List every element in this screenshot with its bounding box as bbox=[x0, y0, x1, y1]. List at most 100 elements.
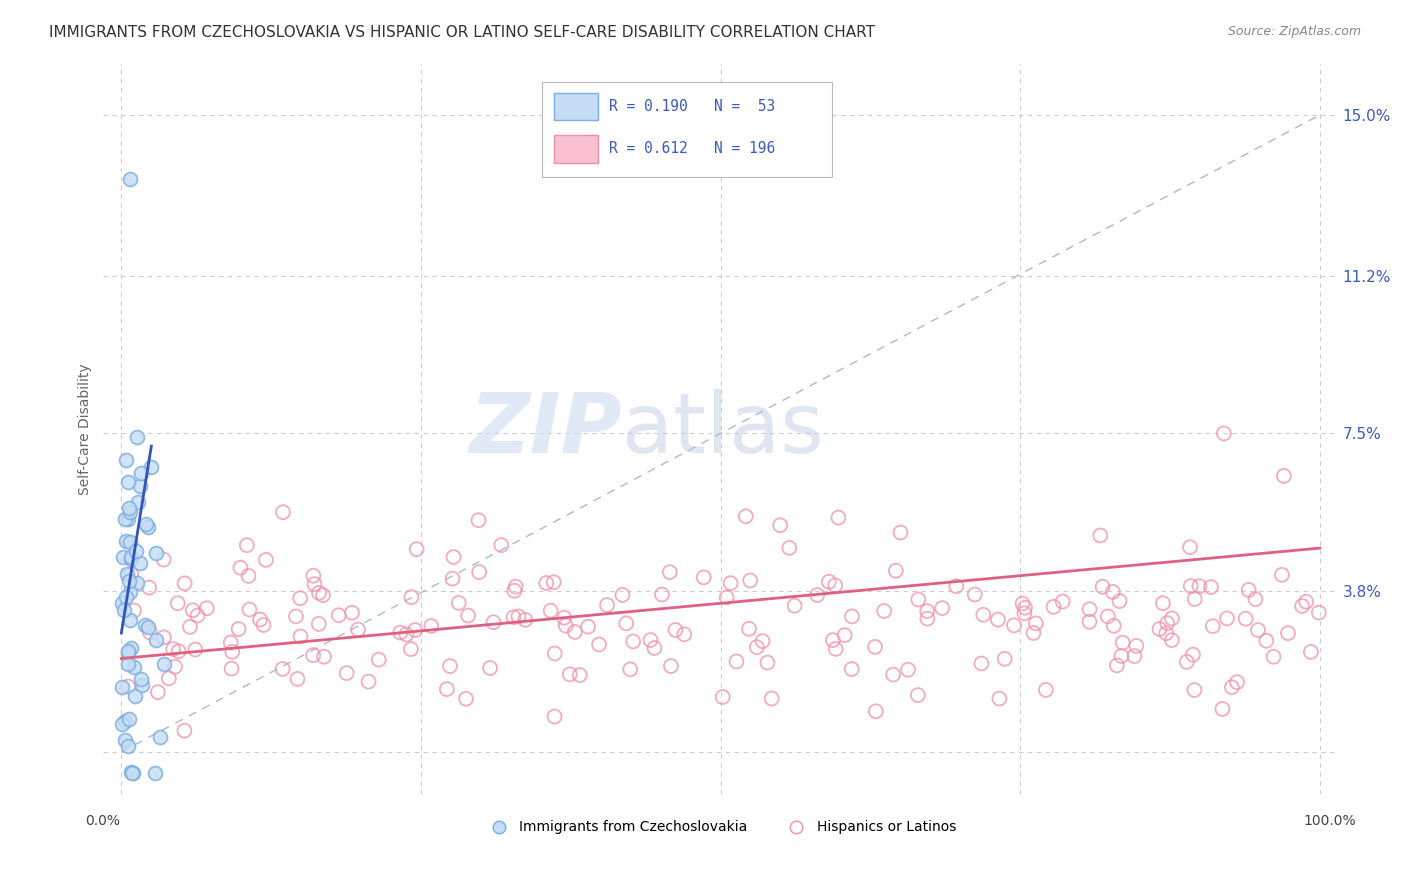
Point bbox=[457, 608, 479, 623]
Point bbox=[482, 615, 505, 630]
FancyBboxPatch shape bbox=[554, 93, 599, 120]
Point bbox=[479, 661, 502, 675]
Point bbox=[420, 619, 443, 633]
Point bbox=[543, 709, 565, 723]
Text: atlas: atlas bbox=[621, 389, 824, 470]
Point bbox=[558, 667, 581, 681]
Point bbox=[664, 623, 686, 637]
Point bbox=[120, 764, 142, 779]
Point bbox=[619, 662, 641, 676]
Point bbox=[734, 509, 756, 524]
Point bbox=[907, 592, 929, 607]
Point bbox=[931, 601, 953, 615]
Point bbox=[740, 574, 762, 588]
Point bbox=[1011, 597, 1033, 611]
Point bbox=[357, 674, 380, 689]
Point bbox=[115, 590, 138, 604]
Point bbox=[1211, 702, 1233, 716]
Point bbox=[405, 542, 427, 557]
Point bbox=[238, 569, 260, 583]
Point bbox=[1199, 580, 1222, 594]
Point bbox=[112, 603, 135, 617]
Point bbox=[1035, 682, 1057, 697]
Point bbox=[304, 577, 326, 591]
Point bbox=[1149, 622, 1171, 636]
Point bbox=[673, 627, 696, 641]
Point bbox=[179, 620, 201, 634]
Point bbox=[120, 641, 142, 656]
Point bbox=[152, 552, 174, 566]
Point bbox=[1178, 540, 1201, 554]
Point bbox=[1272, 469, 1295, 483]
Point bbox=[112, 550, 135, 565]
Point bbox=[692, 570, 714, 584]
Point bbox=[821, 633, 844, 648]
Point bbox=[564, 624, 586, 639]
Point bbox=[136, 620, 159, 634]
Point bbox=[228, 622, 250, 636]
Point bbox=[1244, 592, 1267, 607]
Point bbox=[115, 566, 138, 581]
Point bbox=[1161, 611, 1184, 625]
Point bbox=[447, 596, 470, 610]
Text: 100.0%: 100.0% bbox=[1303, 814, 1357, 828]
Point bbox=[219, 635, 242, 649]
Point bbox=[778, 541, 800, 555]
Point bbox=[915, 604, 938, 618]
Point bbox=[290, 591, 312, 606]
Point bbox=[1108, 594, 1130, 608]
Point bbox=[114, 732, 136, 747]
Point bbox=[328, 608, 350, 623]
Point bbox=[404, 623, 426, 637]
Point bbox=[873, 604, 896, 618]
Point bbox=[1181, 648, 1204, 662]
Point bbox=[783, 599, 806, 613]
Point bbox=[972, 607, 994, 622]
Point bbox=[153, 630, 176, 644]
Point bbox=[824, 642, 846, 657]
Point bbox=[1156, 616, 1178, 631]
Point bbox=[117, 680, 139, 694]
Point bbox=[146, 685, 169, 699]
Point bbox=[139, 625, 162, 640]
Point bbox=[827, 510, 849, 524]
Point bbox=[1175, 655, 1198, 669]
Point bbox=[841, 662, 863, 676]
Point bbox=[336, 666, 359, 681]
Point bbox=[181, 603, 204, 617]
Point bbox=[863, 640, 886, 654]
Point bbox=[640, 632, 662, 647]
Point bbox=[970, 657, 993, 671]
Point bbox=[751, 634, 773, 648]
Point bbox=[738, 622, 761, 636]
Point bbox=[138, 581, 160, 595]
Point bbox=[229, 560, 252, 574]
Point bbox=[1182, 683, 1205, 698]
Point bbox=[118, 505, 141, 519]
Point bbox=[401, 590, 423, 604]
Point bbox=[153, 657, 176, 671]
Point bbox=[508, 609, 530, 624]
Point bbox=[468, 565, 491, 579]
Point bbox=[1247, 623, 1270, 637]
Point bbox=[769, 518, 792, 533]
Point bbox=[1295, 595, 1317, 609]
Point bbox=[145, 632, 167, 647]
Point bbox=[271, 662, 294, 676]
Point bbox=[1002, 618, 1025, 632]
Point bbox=[1202, 619, 1225, 633]
Point bbox=[254, 553, 277, 567]
Point bbox=[1014, 600, 1036, 615]
Point bbox=[121, 766, 143, 780]
Point bbox=[1256, 633, 1278, 648]
Point bbox=[221, 645, 243, 659]
Point bbox=[1263, 649, 1285, 664]
Point bbox=[441, 572, 464, 586]
Point bbox=[1188, 579, 1211, 593]
Point bbox=[290, 629, 312, 643]
Point bbox=[389, 625, 412, 640]
Point bbox=[122, 603, 145, 617]
Point bbox=[987, 613, 1010, 627]
Point bbox=[543, 575, 565, 590]
Point bbox=[505, 580, 527, 594]
